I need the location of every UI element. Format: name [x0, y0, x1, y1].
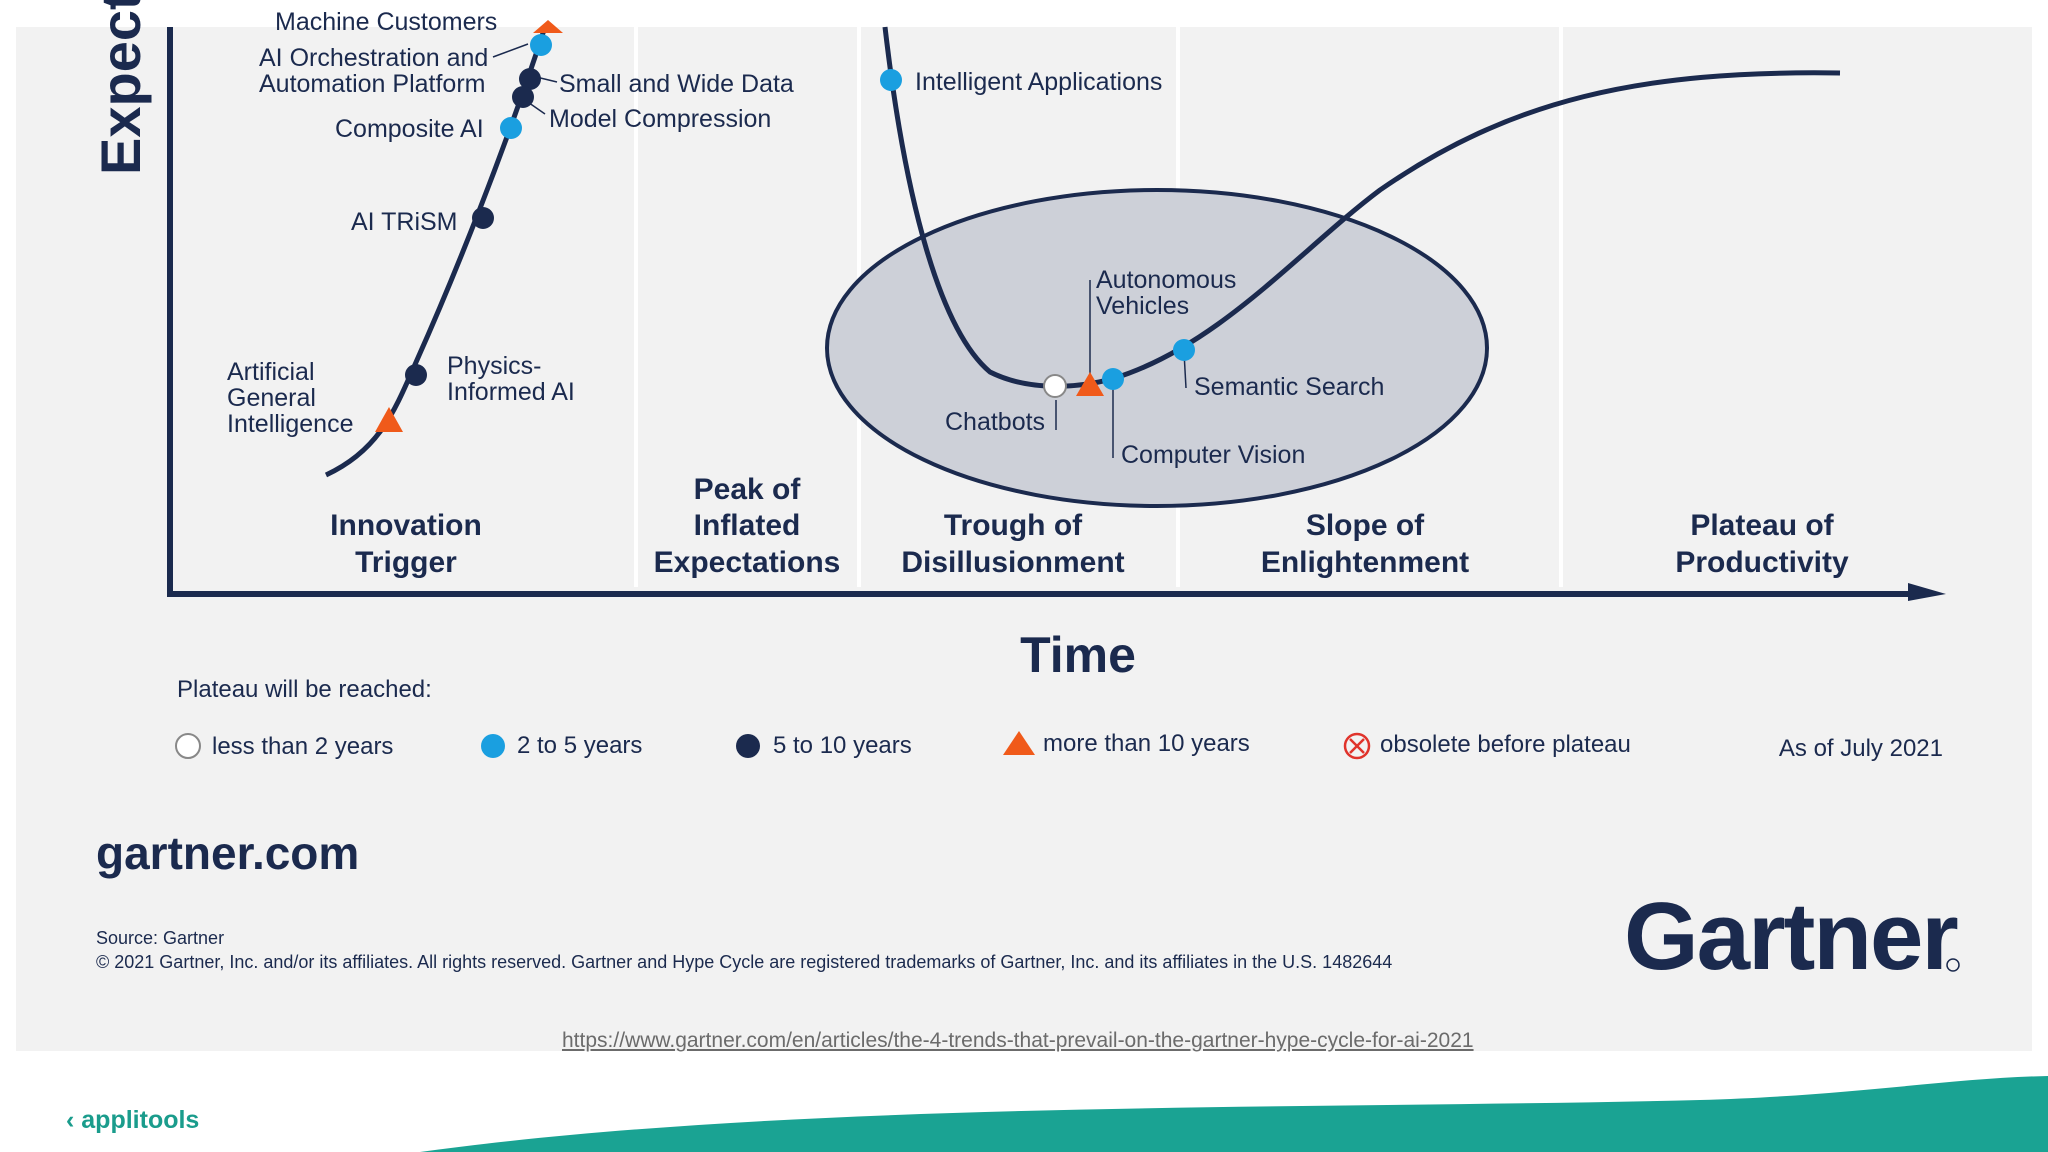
- innovation-labels: Machine Customers AI Orchestration and A…: [227, 8, 1384, 469]
- legend-light-blue-circle-icon: [481, 734, 505, 758]
- marker-intelligent-applications: [880, 69, 902, 91]
- marker-computer-vision: [1102, 368, 1124, 390]
- phase-innovation-trigger-line1: Innovation: [330, 509, 482, 542]
- marker-semantic-search: [1173, 339, 1195, 361]
- label-chatbots: Chatbots: [945, 408, 1045, 436]
- phase-plateau-line1: Plateau of: [1690, 509, 1834, 542]
- applitools-logo-text: applitools: [81, 1106, 200, 1134]
- innovation-markers: [375, 20, 1195, 432]
- legend: Plateau will be reached: less than 2 yea…: [175, 676, 1943, 762]
- as-of-date: As of July 2021: [1779, 735, 1943, 762]
- label-small-and-wide-data: Small and Wide Data: [559, 70, 794, 98]
- phase-trough-line1: Trough of: [944, 509, 1083, 542]
- phase-peak-line3: Expectations: [654, 546, 841, 579]
- marker-small-and-wide-data: [519, 68, 541, 90]
- phase-peak-line1: Peak of: [694, 473, 802, 506]
- y-axis-label: Expectations: [89, 0, 152, 175]
- phase-innovation-trigger-line2: Trigger: [355, 546, 457, 579]
- phase-slope-line1: Slope of: [1306, 509, 1425, 542]
- hype-cycle-panel: [16, 27, 2032, 1051]
- label-computer-vision: Computer Vision: [1121, 441, 1305, 469]
- label-agi-line2: General: [227, 384, 316, 412]
- legend-item-2-to-5: 2 to 5 years: [517, 732, 642, 759]
- phase-slope-line2: Enlightenment: [1261, 546, 1469, 579]
- source-link[interactable]: https://www.gartner.com/en/articles/the-…: [562, 1029, 1474, 1052]
- highlight-ellipse: [825, 188, 1489, 508]
- marker-agi: [375, 407, 403, 432]
- copyright-text: © 2021 Gartner, Inc. and/or its affiliat…: [96, 952, 1392, 972]
- label-ai-trism: AI TRiSM: [351, 208, 458, 236]
- marker-model-compression: [512, 86, 534, 108]
- gartner-logo-wordmark: Gartner: [1624, 883, 1957, 990]
- gartner-site-text: gartner.com: [96, 827, 359, 879]
- label-ai-orchestration-line1: AI Orchestration and: [259, 44, 488, 72]
- legend-item-less-than-2: less than 2 years: [212, 733, 393, 760]
- marker-ai-orchestration: [530, 34, 552, 56]
- legend-obsolete-x-circle-icon: [1343, 732, 1371, 760]
- phase-peak-line2: Inflated: [694, 509, 801, 542]
- label-machine-customers: Machine Customers: [275, 8, 497, 36]
- phase-labels: Innovation Trigger Peak of Inflated Expe…: [330, 473, 1849, 579]
- x-axis-label: Time: [1020, 627, 1136, 683]
- label-intelligent-applications: Intelligent Applications: [915, 68, 1162, 96]
- phase-separator: [1559, 27, 1563, 587]
- legend-item-5-to-10: 5 to 10 years: [773, 732, 912, 759]
- legend-orange-triangle-icon: [1003, 731, 1035, 755]
- phase-separator: [634, 27, 638, 587]
- teal-wave-decoration: [420, 1076, 2048, 1152]
- label-physics-informed-ai-line2: Informed AI: [447, 378, 575, 406]
- marker-machine-customers: [533, 20, 563, 33]
- label-autonomous-vehicles-line1: Autonomous: [1096, 266, 1236, 294]
- label-ai-orchestration-line2: Automation Platform: [259, 70, 486, 98]
- x-axis-arrowhead: [1908, 583, 1946, 601]
- label-physics-informed-ai-line1: Physics-: [447, 352, 541, 380]
- applitools-logo: ‹ applitools: [66, 1106, 199, 1135]
- marker-composite-ai: [500, 117, 522, 139]
- source-text: Source: Gartner: [96, 928, 224, 948]
- phase-plateau-line2: Productivity: [1675, 546, 1849, 579]
- label-agi-line3: Intelligence: [227, 410, 353, 438]
- label-autonomous-vehicles-line2: Vehicles: [1096, 292, 1189, 320]
- marker-chatbots: [1043, 374, 1067, 398]
- registered-mark-icon: [1946, 958, 1960, 972]
- marker-ai-trism: [472, 207, 494, 229]
- label-agi-line1: Artificial: [227, 358, 315, 386]
- label-composite-ai: Composite AI: [335, 115, 484, 143]
- marker-autonomous-vehicles: [1076, 372, 1104, 396]
- label-semantic-search: Semantic Search: [1194, 373, 1384, 401]
- legend-item-more-than-10: more than 10 years: [1043, 730, 1250, 757]
- legend-item-obsolete: obsolete before plateau: [1380, 731, 1631, 758]
- label-model-compression: Model Compression: [549, 105, 771, 133]
- legend-navy-circle-icon: [736, 734, 760, 758]
- legend-title: Plateau will be reached:: [177, 676, 432, 703]
- legend-hollow-circle-icon: [175, 733, 201, 759]
- phase-trough-line2: Disillusionment: [901, 546, 1124, 579]
- applitools-arrow-icon: ‹: [66, 1106, 75, 1134]
- marker-physics-informed-ai: [405, 364, 427, 386]
